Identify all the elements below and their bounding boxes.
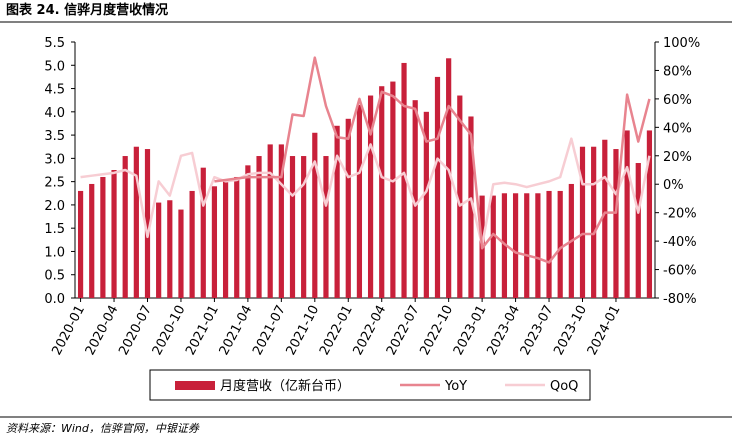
y2-tick-label: -20% <box>663 207 697 222</box>
legend-swatch <box>175 381 215 390</box>
x-tick-label: 2020-10 <box>150 303 189 358</box>
y2-tick-label: 100% <box>663 36 700 51</box>
y2-tick-label: 60% <box>663 93 692 108</box>
y-tick-label: 2.5 <box>44 176 65 191</box>
x-tick-label: 2021-04 <box>217 303 256 358</box>
bar <box>345 118 351 298</box>
bar <box>178 209 184 298</box>
bar <box>390 81 396 299</box>
bar <box>624 130 630 298</box>
x-tick-label: 2021-01 <box>183 303 222 358</box>
bar <box>401 62 407 299</box>
y-tick-label: 1.5 <box>44 222 65 237</box>
y2-tick-label: 0% <box>663 178 684 193</box>
bar <box>457 95 463 298</box>
source: 资料来源：Wind，信骅官网，中银证券 <box>6 422 200 435</box>
x-tick-label: 2024-01 <box>585 303 624 358</box>
y-tick-label: 3.5 <box>44 129 65 144</box>
bar <box>301 156 307 298</box>
y-tick-label: 2.0 <box>44 199 65 214</box>
bar <box>323 156 329 298</box>
y-tick-label: 4.0 <box>44 106 65 121</box>
bar <box>613 149 619 298</box>
bar <box>222 179 229 298</box>
bar <box>133 146 139 298</box>
y2-tick-label: -40% <box>663 235 697 250</box>
y2-tick-label: -80% <box>663 292 697 307</box>
x-tick-label: 2021-07 <box>250 303 289 358</box>
y2-tick-label: 20% <box>663 150 692 165</box>
legend-box <box>149 369 591 401</box>
bar <box>501 193 508 298</box>
bar <box>635 163 641 298</box>
y2-tick-label: 80% <box>663 64 692 79</box>
x-tick-label: 2022-01 <box>317 303 356 358</box>
x-tick-label: 2020-04 <box>83 303 122 358</box>
y2-tick-label: 40% <box>663 121 692 136</box>
y-tick-label: 0.0 <box>44 292 65 307</box>
x-tick-label: 2022-07 <box>384 303 423 358</box>
legend-label: QoQ <box>550 379 578 394</box>
bar <box>111 170 117 298</box>
bar <box>200 167 206 298</box>
bar <box>77 190 84 298</box>
y2-tick-label: -60% <box>663 264 697 279</box>
y-tick-label: 1.0 <box>44 245 65 260</box>
bar <box>167 200 173 298</box>
x-tick-label: 2022-04 <box>351 303 390 358</box>
x-tick-label: 2020-07 <box>116 303 155 358</box>
bar <box>468 116 474 299</box>
x-tick-label: 2021-10 <box>284 303 323 358</box>
y-tick-label: 0.5 <box>44 269 65 284</box>
chart-title: 图表 24. 信骅月度营收情况 <box>6 2 168 18</box>
bar <box>423 111 429 299</box>
y-tick-label: 5.5 <box>44 36 65 51</box>
line <box>214 56 651 264</box>
bar <box>646 130 653 298</box>
bar <box>122 156 128 298</box>
bar <box>89 183 95 298</box>
bar <box>535 193 541 298</box>
bar <box>278 144 284 298</box>
x-tick-label: 2023-01 <box>451 303 490 358</box>
x-tick-label: 2022-10 <box>417 303 456 358</box>
line <box>80 137 651 247</box>
bar <box>579 146 586 298</box>
bar <box>367 95 374 298</box>
bar <box>267 144 273 298</box>
y-tick-label: 4.5 <box>44 83 65 98</box>
bar <box>446 58 452 298</box>
bar <box>490 195 496 298</box>
bar <box>100 176 106 298</box>
legend-label: YoY <box>444 379 467 394</box>
bar <box>524 193 530 298</box>
bar <box>144 149 151 298</box>
bar <box>312 132 318 298</box>
bar <box>546 190 552 298</box>
bar <box>189 190 195 298</box>
bar <box>234 176 240 298</box>
y-tick-label: 3.0 <box>44 152 65 167</box>
bar <box>412 100 418 298</box>
bar <box>512 193 519 298</box>
bar <box>156 202 162 298</box>
bar <box>256 156 262 298</box>
bar <box>356 104 363 298</box>
x-tick-label: 2020-01 <box>49 303 88 358</box>
bar <box>591 146 597 298</box>
x-tick-label: 2023-04 <box>484 303 523 358</box>
legend-label: 月度营收（亿新台币） <box>220 378 350 394</box>
bar <box>602 139 608 298</box>
bar <box>379 86 385 298</box>
x-tick-label: 2023-07 <box>518 303 557 358</box>
bar <box>334 125 340 298</box>
bar <box>289 156 296 298</box>
y-tick-label: 5.0 <box>44 59 65 74</box>
bar <box>557 190 563 298</box>
x-tick-label: 2023-10 <box>551 303 590 358</box>
bar <box>245 165 251 298</box>
bar <box>211 186 218 298</box>
bar <box>434 76 441 298</box>
